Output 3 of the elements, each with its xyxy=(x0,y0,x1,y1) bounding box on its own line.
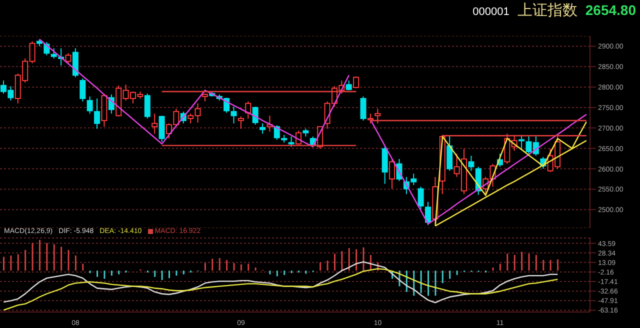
chart-subtitle: 000001 xyxy=(472,6,510,18)
chart-title: 上证指数 xyxy=(517,1,578,20)
text: 2654.80 xyxy=(585,2,636,18)
